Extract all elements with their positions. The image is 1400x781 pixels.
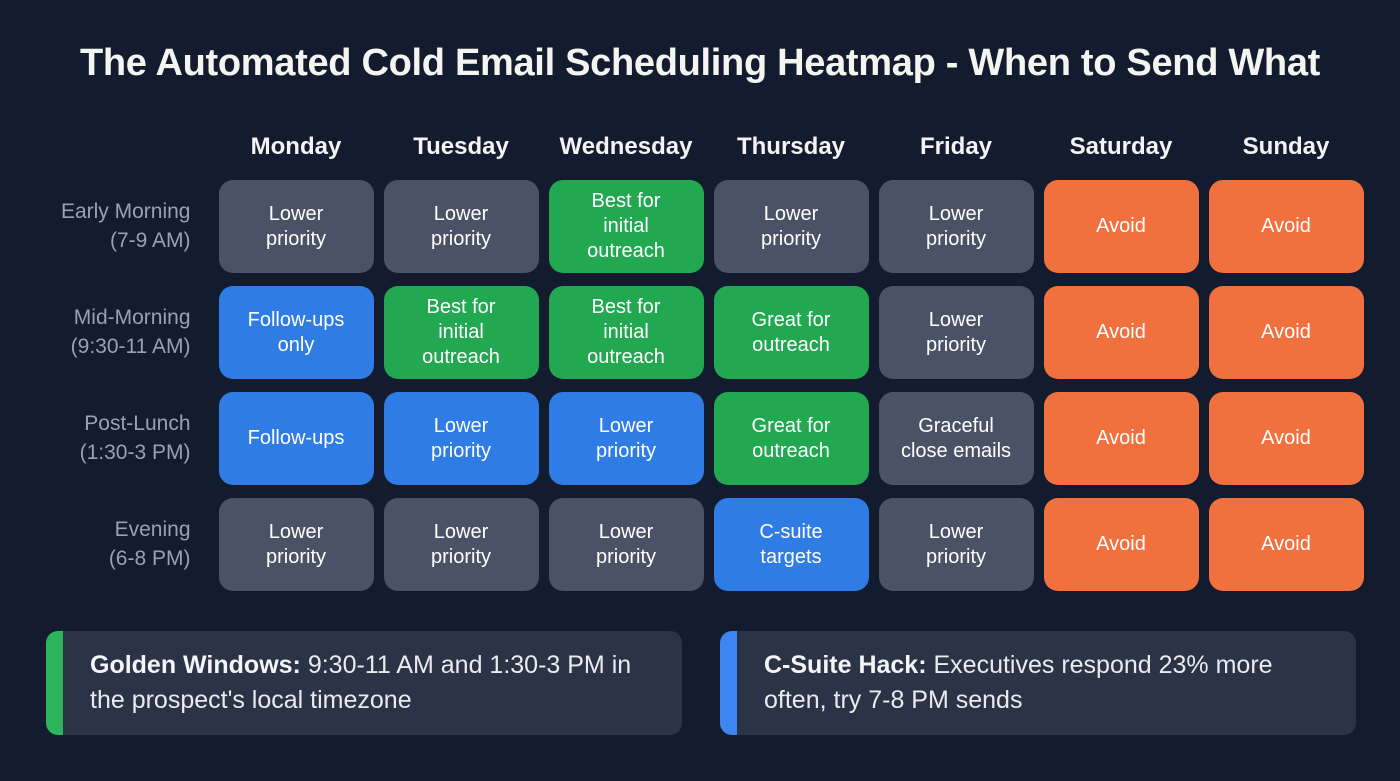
heatmap-cell-label: Avoid (1096, 215, 1146, 237)
heatmap-cell-label: Avoid (1261, 427, 1311, 449)
heatmap-cell-label: Lower priority (925, 308, 986, 356)
row-label-early-morning: Early Morning (7-9 AM) (60, 200, 191, 252)
heatmap-cell: Lower priority (713, 180, 869, 273)
heatmap-cell: Avoid (1208, 392, 1364, 485)
callout-c-suite-hack: C-Suite Hack: Executives respond 23% mor… (720, 631, 1356, 735)
heatmap-cell: Graceful close emails (878, 392, 1034, 485)
heatmap-cell-label: Best for initial outreach (587, 190, 665, 262)
column-header-friday: Friday (919, 133, 993, 160)
column-header-wednesday: Wednesday (559, 133, 693, 160)
heatmap-cell-label: Best for initial outreach (587, 296, 665, 368)
heatmap-cell: Avoid (1208, 498, 1364, 591)
corner-spacer (37, 121, 209, 167)
heatmap-cell-label: Best for initial outreach (422, 296, 500, 368)
heatmap-cell: Follow-ups (218, 392, 374, 485)
heatmap-cell: Avoid (1043, 286, 1199, 379)
heatmap-cell-label: Great for outreach (751, 308, 831, 356)
heatmap-cell-label: C-suite targets (759, 520, 823, 568)
heatmap-cell: Great for outreach (713, 392, 869, 485)
heatmap-cell-label: Graceful close emails (900, 414, 1012, 462)
heatmap-cell: C-suite targets (713, 498, 869, 591)
heatmap-cell-label: Lower priority (760, 202, 821, 250)
heatmap-cell-label: Avoid (1096, 321, 1146, 343)
heatmap-cell: Lower priority (548, 498, 704, 591)
heatmap-cell-label: Avoid (1096, 427, 1146, 449)
heatmap-cell-label: Lower priority (925, 520, 986, 568)
heatmap-cell-label: Avoid (1096, 533, 1146, 555)
callout-golden-windows: Golden Windows: 9:30-11 AM and 1:30-3 PM… (46, 631, 682, 735)
column-header-monday: Monday (250, 133, 342, 160)
heatmap-cell: Lower priority (383, 392, 539, 485)
heatmap-cell: Avoid (1043, 498, 1199, 591)
heatmap-cell: Best for initial outreach (548, 180, 704, 273)
heatmap-cell: Great for outreach (713, 286, 869, 379)
callouts-row: Golden Windows: 9:30-11 AM and 1:30-3 PM… (46, 631, 1356, 735)
callout-accent-bar-green (46, 631, 63, 735)
callout-accent-bar-blue (720, 631, 737, 735)
page-title: The Automated Cold Email Scheduling Heat… (79, 42, 1321, 84)
heatmap-cell: Lower priority (383, 498, 539, 591)
heatmap-cell-label: Avoid (1261, 321, 1311, 343)
heatmap-cell-label: Follow-ups only (247, 308, 345, 356)
heatmap-cell: Lower priority (218, 180, 374, 273)
heatmap-cell: Lower priority (878, 286, 1034, 379)
heatmap-cell-label: Lower priority (430, 414, 491, 462)
callout-c-suite-hack-lead: C-Suite Hack: (764, 651, 927, 679)
heatmap-cell-label: Lower priority (595, 520, 656, 568)
row-label-mid-morning: Mid-Morning (9:30-11 AM) (70, 306, 191, 358)
heatmap-cell-label: Lower priority (430, 202, 491, 250)
heatmap-cell: Lower priority (218, 498, 374, 591)
row-label-post-lunch: Post-Lunch (1:30-3 PM) (79, 412, 191, 464)
column-header-sunday: Sunday (1242, 133, 1330, 160)
heatmap-cell: Best for initial outreach (548, 286, 704, 379)
callout-golden-windows-body: 9:30-11 AM and 1:30-3 PM in the prospect… (90, 651, 632, 714)
heatmap-cell-label: Follow-ups (247, 427, 345, 449)
column-header-thursday: Thursday (736, 133, 846, 160)
column-header-saturday: Saturday (1069, 133, 1173, 160)
heatmap-cell-label: Avoid (1261, 215, 1311, 237)
heatmap-cell: Lower priority (878, 180, 1034, 273)
heatmap-cell-label: Lower priority (265, 520, 326, 568)
heatmap-cell-label: Avoid (1261, 533, 1311, 555)
heatmap-cell: Avoid (1208, 180, 1364, 273)
heatmap-cell-label: Lower priority (925, 202, 986, 250)
callout-c-suite-hack-text: C-Suite Hack: Executives respond 23% mor… (764, 648, 1328, 718)
heatmap-cell-label: Lower priority (595, 414, 656, 462)
row-label-evening: Evening (6-8 PM) (108, 518, 191, 570)
column-header-tuesday: Tuesday (413, 133, 509, 160)
heatmap-cell: Avoid (1208, 286, 1364, 379)
heatmap-cell: Follow-ups only (218, 286, 374, 379)
heatmap-cell: Lower priority (383, 180, 539, 273)
callout-golden-windows-lead: Golden Windows: (90, 651, 301, 679)
heatmap-cell-label: Great for outreach (751, 414, 831, 462)
heatmap-cell: Best for initial outreach (383, 286, 539, 379)
infographic-page: The Automated Cold Email Scheduling Heat… (0, 42, 1400, 781)
heatmap-cell-label: Lower priority (430, 520, 491, 568)
heatmap-cell: Lower priority (878, 498, 1034, 591)
callout-golden-windows-text: Golden Windows: 9:30-11 AM and 1:30-3 PM… (90, 648, 654, 718)
heatmap-cell: Avoid (1043, 180, 1199, 273)
heatmap-grid: Monday Tuesday Wednesday Thursday Friday Satu… (37, 121, 1364, 591)
heatmap-cell: Avoid (1043, 392, 1199, 485)
heatmap-cell-label: Lower priority (265, 202, 326, 250)
callout-c-suite-hack-body: Executives respond 23% more often, try 7… (764, 651, 1273, 714)
heatmap-cell: Lower priority (548, 392, 704, 485)
